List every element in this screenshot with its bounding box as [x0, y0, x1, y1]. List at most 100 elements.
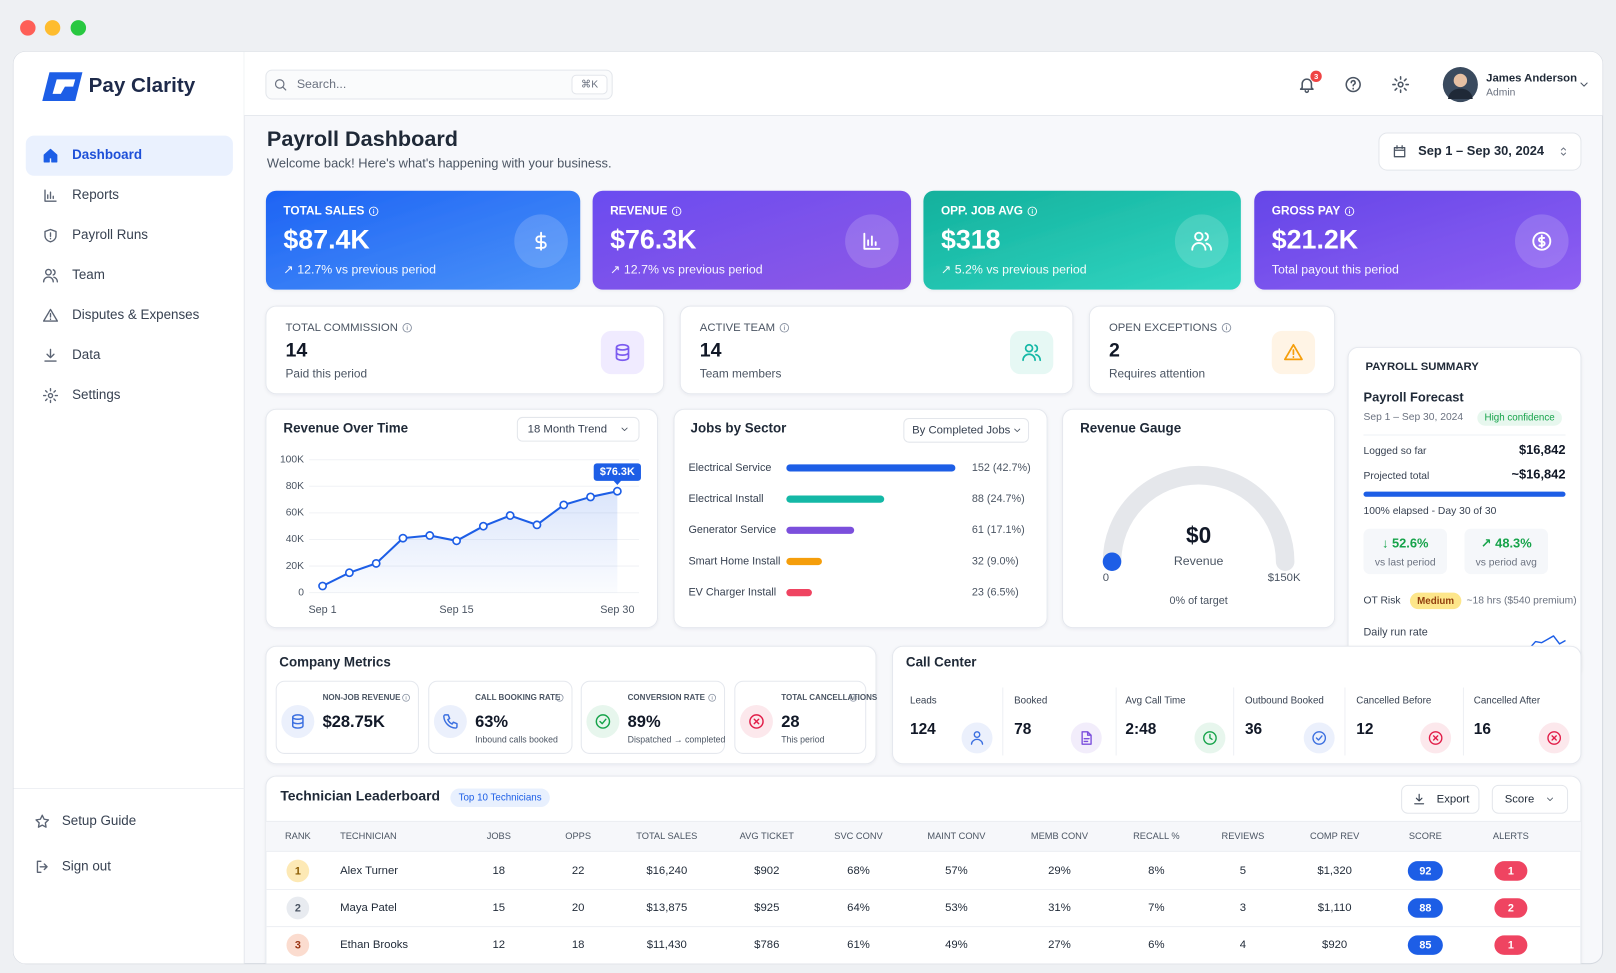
rank: 3	[295, 939, 301, 951]
nav-active-bg	[25, 135, 233, 176]
metric-card	[275, 680, 419, 754]
footer-nav-item[interactable]: Setup Guide	[62, 813, 136, 828]
dropdown[interactable]	[516, 416, 640, 442]
avatar-face	[1453, 73, 1468, 88]
notifications-button[interactable]	[1299, 78, 1314, 93]
y-tick-label: 20K	[286, 561, 304, 572]
table-cell: 29%	[1048, 865, 1071, 877]
kpi-value: $76.3K	[610, 224, 697, 254]
call-metric-value: 2:48	[1125, 721, 1156, 738]
y-tick-label: 60K	[286, 508, 304, 519]
window-close[interactable]	[20, 20, 36, 36]
line-point	[478, 521, 488, 531]
score-pill	[1407, 935, 1443, 955]
table-cell: 57%	[945, 865, 968, 877]
metric-note: Inbound calls booked	[475, 734, 558, 744]
help-button[interactable]	[1345, 76, 1361, 93]
notification-count: 3	[1314, 72, 1319, 81]
ot-risk-badge	[1409, 592, 1462, 610]
kpi-icon	[1191, 231, 1213, 251]
metric-card	[734, 680, 867, 754]
export-button[interactable]	[1401, 784, 1480, 814]
stat-note: Requires attention	[1109, 366, 1205, 380]
nav-item[interactable]: Disputes & Expenses	[72, 307, 199, 322]
search-placeholder: Search...	[297, 77, 346, 91]
dropdown[interactable]	[903, 417, 1030, 443]
window-zoom[interactable]	[70, 20, 87, 36]
kpi-card	[923, 190, 1241, 290]
nav-item[interactable]: Team	[72, 267, 105, 282]
call-metric-value: 78	[1014, 721, 1032, 738]
summary-row-value: $16,842	[1519, 442, 1566, 457]
info-icon	[849, 693, 858, 702]
column-header: OPPS	[565, 831, 591, 841]
call-metric-label: Avg Call Time	[1125, 695, 1185, 706]
metric-value: $28.75K	[323, 713, 385, 731]
line-point	[371, 558, 381, 568]
sort-dropdown[interactable]	[1491, 784, 1569, 814]
nav-item[interactable]: Data	[72, 347, 101, 362]
y-tick-label: 80K	[286, 481, 304, 492]
bar-label: Generator Service	[688, 524, 776, 536]
data-label: 61 (17.1%)	[972, 524, 1025, 536]
column-header: RECALL %	[1133, 831, 1180, 841]
summary-row-value: ~$16,842	[1511, 467, 1565, 482]
table-cell: 64%	[847, 902, 870, 914]
table-cell: $16,240	[646, 865, 687, 877]
call-metric-value: 124	[910, 721, 936, 738]
kpi-card	[592, 190, 912, 290]
forecast-period: Sep 1 – Sep 30, 2024	[1364, 412, 1464, 423]
call-metric-icon	[1203, 731, 1217, 745]
line-point	[586, 492, 595, 502]
metric-label: TOTAL CANCELLATIONS	[781, 693, 878, 702]
y-tick-label: 40K	[286, 534, 304, 545]
table-cell: 31%	[1048, 902, 1071, 914]
kpi-value: $21.2K	[1272, 224, 1359, 254]
table-cell: 22	[572, 865, 585, 877]
call-metric-value: 36	[1245, 721, 1263, 738]
user-menu[interactable]	[1580, 82, 1588, 87]
alerts: 1	[1508, 865, 1514, 877]
rank-badge	[286, 896, 310, 920]
nav-icon	[44, 348, 57, 362]
alerts: 1	[1508, 939, 1514, 951]
date-picker-toggle	[1560, 147, 1567, 156]
table-cell: $902	[754, 865, 779, 877]
avatar-body	[1448, 88, 1473, 99]
notification-badge	[1310, 70, 1322, 82]
change-value: ↗ 48.3%	[1481, 536, 1532, 551]
line	[322, 490, 618, 587]
table-cell: 8%	[1148, 865, 1164, 877]
nav-item[interactable]: Settings	[72, 387, 121, 402]
settings-button[interactable]	[1392, 76, 1410, 94]
stat-icon-bg	[600, 330, 645, 375]
date-range: Sep 1 – Sep 30, 2024	[1418, 143, 1545, 158]
window-minimize[interactable]	[44, 20, 61, 36]
technician-name: Maya Patel	[340, 902, 397, 914]
table-cell: $925	[754, 902, 779, 914]
sidebar	[13, 51, 245, 964]
table-cell: $11,430	[647, 939, 687, 951]
footer-nav-item[interactable]: Sign out	[62, 858, 111, 873]
nav-item[interactable]: Payroll Runs	[72, 227, 148, 242]
metric-icon	[749, 714, 764, 729]
call-metric-value: 12	[1356, 721, 1373, 738]
call-metric-icon-bg	[961, 722, 993, 754]
kpi-note: ↗ 5.2% vs previous period	[941, 262, 1087, 276]
search-box[interactable]	[265, 69, 613, 100]
nav-item[interactable]: Dashboard	[72, 147, 142, 162]
kpi-card	[265, 190, 581, 290]
column-header: TECHNICIAN	[340, 831, 397, 841]
date-picker[interactable]	[1378, 132, 1582, 171]
table-cell: 53%	[945, 902, 968, 914]
kpi-icon	[535, 231, 547, 251]
nav-item[interactable]: Reports	[72, 187, 119, 202]
user-name: James Anderson	[1486, 72, 1577, 84]
metric-icon-bg	[586, 704, 620, 738]
technician-name: Ethan Brooks	[340, 939, 408, 951]
kpi-label: GROSS PAY	[1272, 203, 1341, 217]
info-icon	[1344, 206, 1355, 217]
data-label: 23 (6.5%)	[972, 587, 1019, 599]
metric-label: NON-JOB REVENUE	[323, 693, 402, 702]
